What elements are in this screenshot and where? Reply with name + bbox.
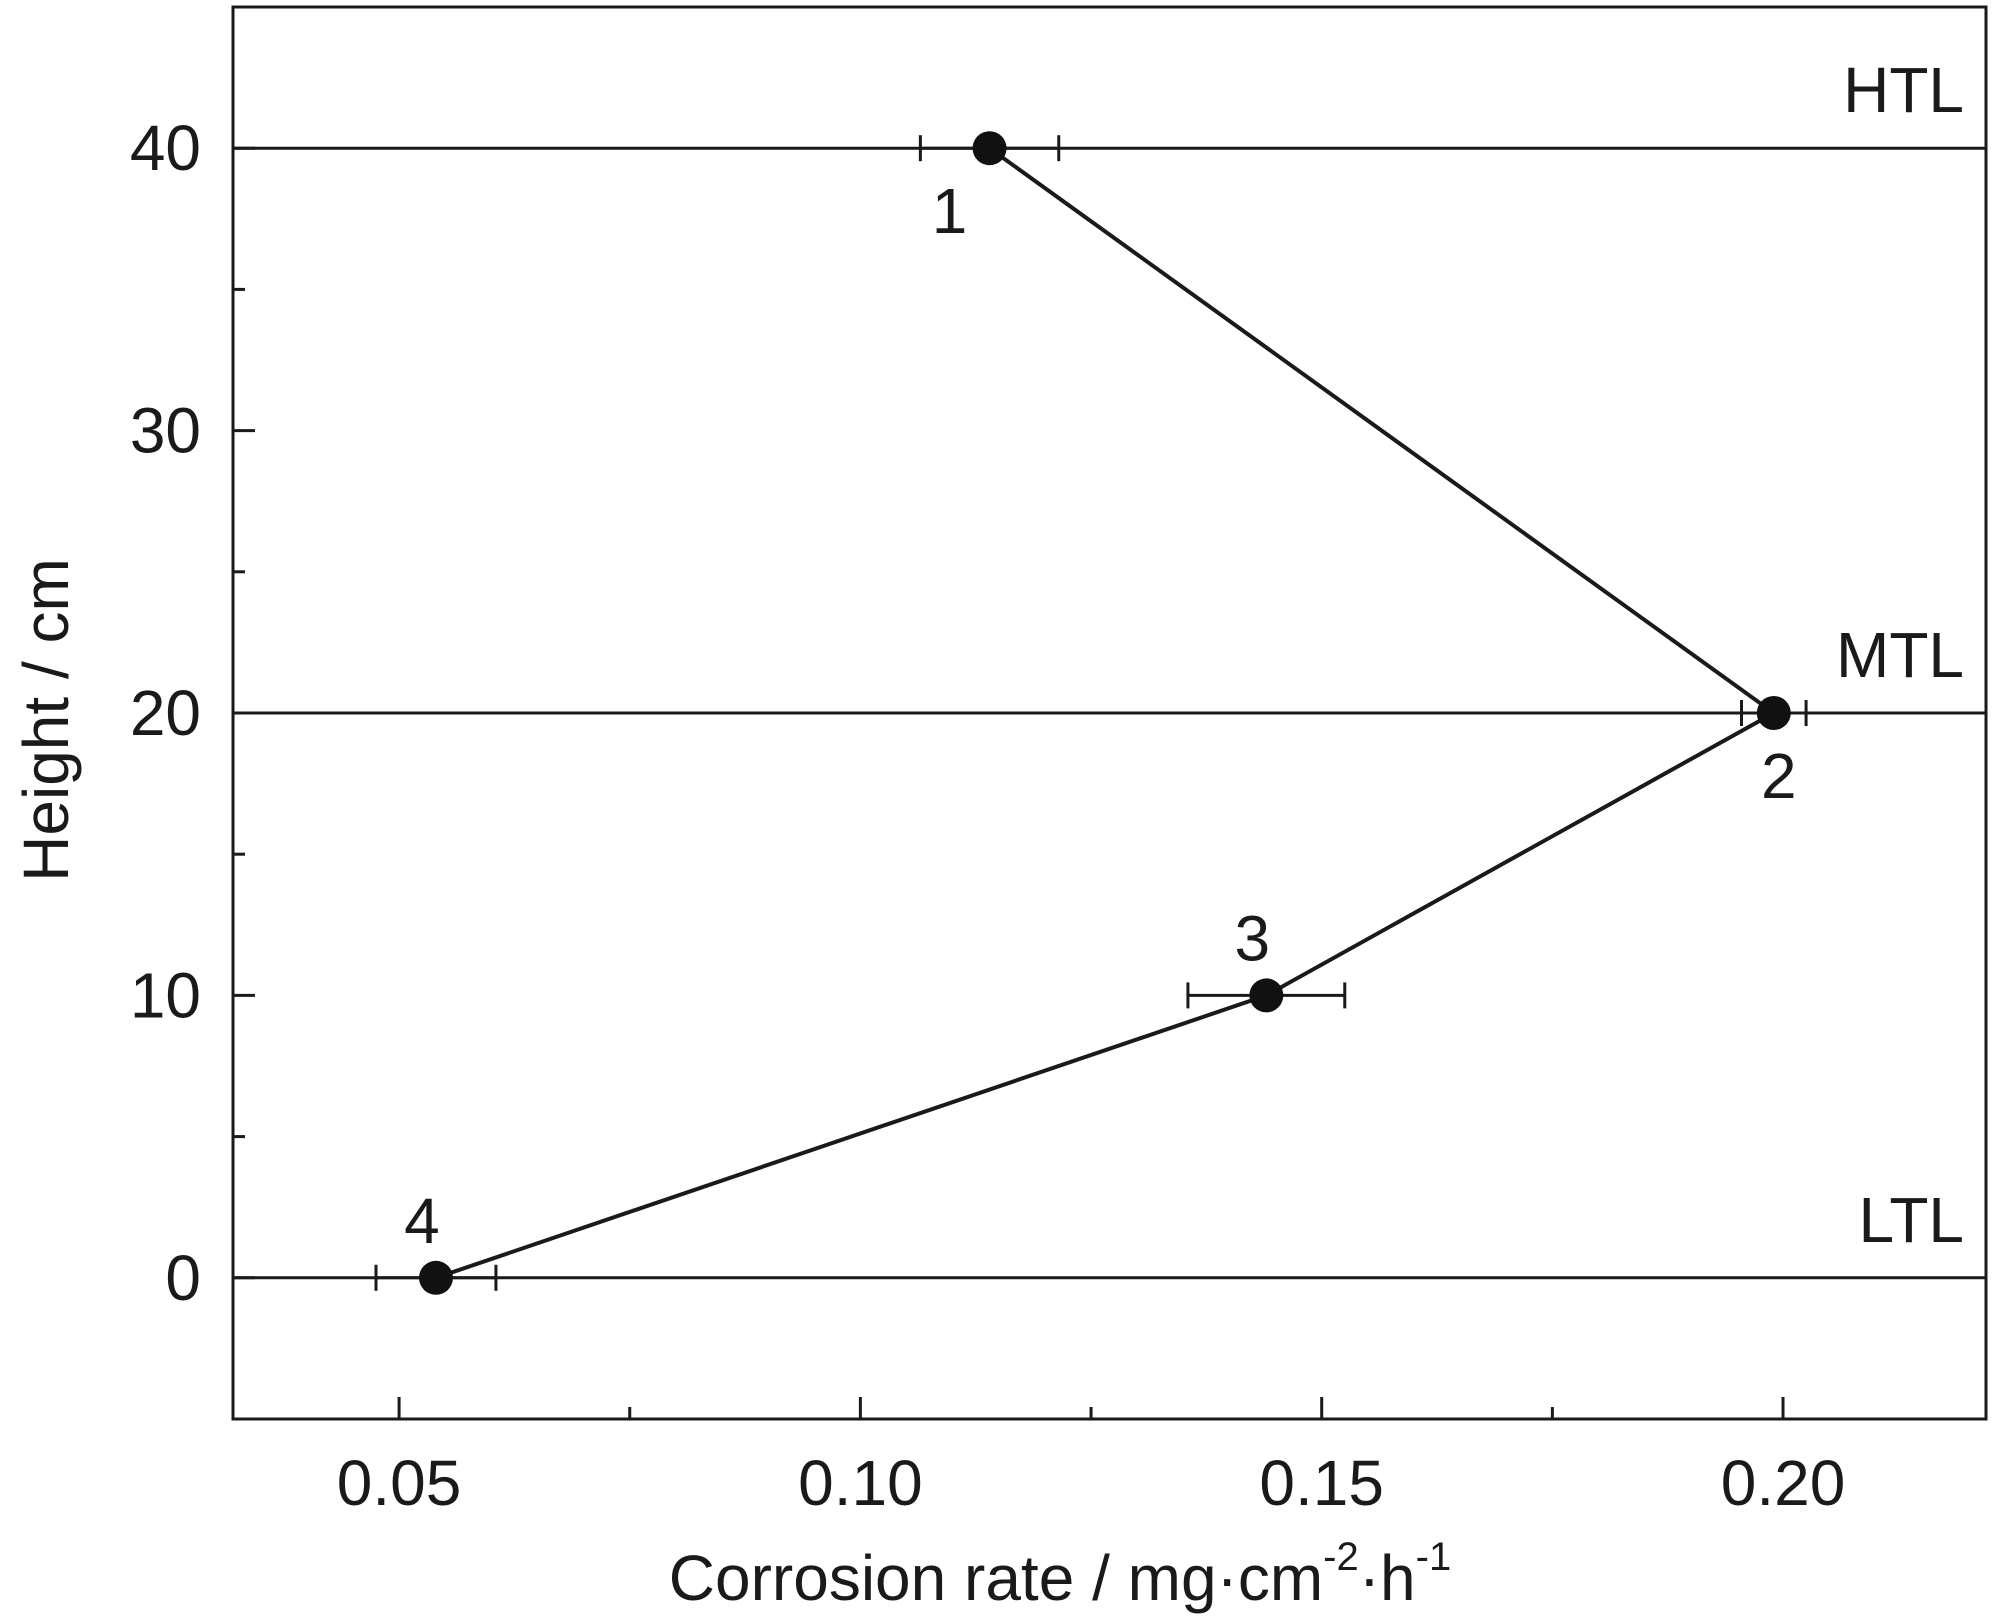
x-axis-label-main: Corrosion rate / mg·cm [669,1542,1323,1614]
x-tick-label: 0.15 [1259,1447,1384,1519]
y-tick-label: 10 [130,959,201,1031]
point-label-4: 4 [404,1185,440,1257]
y-tick-label: 20 [130,677,201,749]
x-tick-label: 0.20 [1721,1447,1846,1519]
x-axis-label-sup-2: -1 [1416,1535,1452,1579]
reference-label-htl: HTL [1843,54,1964,126]
reference-label-mtl: MTL [1836,619,1964,691]
y-tick-label: 40 [130,112,201,184]
reference-label-ltl: LTL [1858,1184,1964,1256]
point-label-1: 1 [932,175,968,247]
x-axis-ticks: 0.05 0.10 0.15 0.20 [337,1397,1846,1519]
y-axis-label: Height / cm [10,558,82,882]
point-label-3: 3 [1235,902,1271,974]
y-tick-label: 30 [130,395,201,467]
reference-lines: HTL MTL LTL [233,54,1986,1280]
y-axis-ticks: 0 10 20 30 40 [130,112,255,1314]
x-axis-label-mid: ·h [1359,1542,1416,1614]
series-line [435,146,1778,1280]
point-label-2: 2 [1761,740,1797,812]
data-point-4 [418,1260,453,1295]
x-axis-label-sup-1: -2 [1323,1535,1359,1579]
data-series: 1 2 3 4 [374,131,1808,1295]
data-point-2 [1756,696,1791,730]
x-tick-label: 0.05 [337,1447,462,1519]
x-tick-label: 0.10 [798,1447,923,1519]
y-tick-label: 0 [165,1242,201,1314]
data-point-3 [1249,978,1284,1013]
x-axis-label: Corrosion rate / mg·cm-2·h-1 [669,1535,1451,1614]
data-point-1 [972,131,1007,166]
